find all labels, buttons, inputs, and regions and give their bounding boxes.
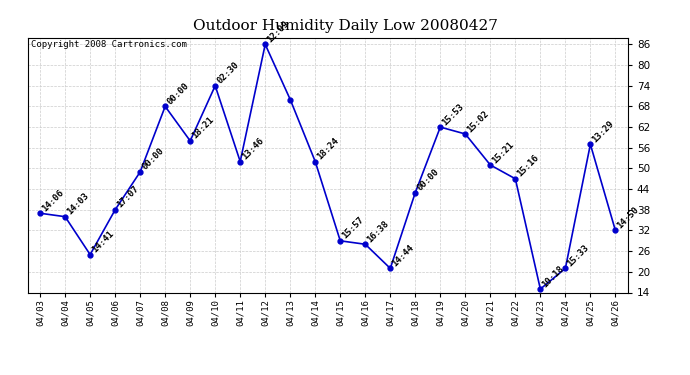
Text: 14:06: 14:06 — [40, 188, 66, 213]
Text: 12:09: 12:09 — [265, 19, 290, 44]
Text: 13:29: 13:29 — [591, 119, 615, 144]
Text: 14:41: 14:41 — [90, 229, 115, 255]
Text: 15:16: 15:16 — [515, 153, 541, 179]
Text: 10:18: 10:18 — [540, 264, 566, 289]
Text: 15:53: 15:53 — [440, 102, 466, 127]
Text: Copyright 2008 Cartronics.com: Copyright 2008 Cartronics.com — [30, 40, 186, 49]
Text: 00:00: 00:00 — [165, 81, 190, 106]
Text: 15:21: 15:21 — [491, 140, 515, 165]
Text: 02:30: 02:30 — [215, 60, 241, 86]
Text: 18:24: 18:24 — [315, 136, 341, 162]
Text: 00:00: 00:00 — [140, 147, 166, 172]
Text: 18:21: 18:21 — [190, 116, 215, 141]
Text: 14:50: 14:50 — [615, 205, 641, 231]
Text: 00:00: 00:00 — [415, 167, 441, 193]
Text: Outdoor Humidity Daily Low 20080427: Outdoor Humidity Daily Low 20080427 — [193, 19, 497, 33]
Text: 16:38: 16:38 — [365, 219, 391, 244]
Text: 15:57: 15:57 — [340, 216, 366, 241]
Text: 15:02: 15:02 — [465, 109, 491, 134]
Text: 15:33: 15:33 — [565, 243, 591, 268]
Text: 13:46: 13:46 — [240, 136, 266, 162]
Text: 14:44: 14:44 — [391, 243, 415, 268]
Text: 17:07: 17:07 — [115, 184, 141, 210]
Text: 14:03: 14:03 — [65, 191, 90, 217]
